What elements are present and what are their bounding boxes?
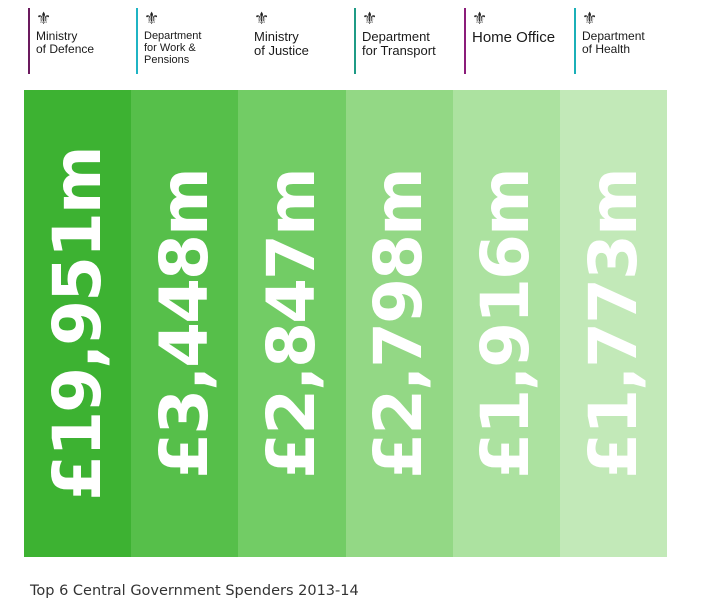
department-name: Department for Transport xyxy=(362,29,436,58)
bar-value-label: £3,448m xyxy=(145,168,223,479)
department-name: Home Office xyxy=(472,29,556,46)
royal-crest-icon: ⚜ xyxy=(362,9,378,29)
royal-crest-icon: ⚜ xyxy=(36,9,52,29)
bar-value-label: £19,951m xyxy=(38,146,116,501)
bar: £1,773m xyxy=(559,90,668,557)
department-logo: ⚜ Department of Health xyxy=(574,8,645,74)
department-logo: ⚜ Home Office xyxy=(464,8,555,74)
bar: £1,916m xyxy=(452,90,561,557)
bar: £19,951m xyxy=(24,90,132,557)
department-name: Ministry of Justice xyxy=(254,29,309,58)
department-name: Department for Work & Pensions xyxy=(144,30,202,66)
bar-value-label: £1,773m xyxy=(574,168,652,479)
department-logo: ⚜ Department for Transport xyxy=(354,8,436,74)
bar: £2,798m xyxy=(345,90,454,557)
department-name: Department of Health xyxy=(582,29,645,56)
royal-crest-icon: ⚜ xyxy=(144,9,160,29)
royal-crest-icon: ⚜ xyxy=(582,9,598,29)
royal-crest-icon: ⚜ xyxy=(254,9,270,29)
spending-chart: £19,951m £3,448m £2,847m £2,798m £1,916m £1,7… xyxy=(24,90,668,557)
royal-crest-icon: ⚜ xyxy=(472,9,488,29)
bar-value-label: £2,798m xyxy=(360,168,438,479)
department-logo: ⚜ Ministry of Defence xyxy=(28,8,94,74)
bar: £2,847m xyxy=(238,90,346,557)
department-logo: ⚜ Ministry of Justice xyxy=(246,8,309,74)
bar-value-label: £2,847m xyxy=(253,168,331,479)
department-logo: ⚜ Department for Work & Pensions xyxy=(136,8,201,74)
bar: £3,448m xyxy=(131,90,239,557)
department-logos: ⚜ Ministry of Defence ⚜ Department for Work… xyxy=(24,8,674,78)
bar-value-label: £1,916m xyxy=(467,168,545,479)
chart-caption: Top 6 Central Government Spenders 2013-1… xyxy=(30,583,359,599)
department-name: Ministry of Defence xyxy=(36,29,95,56)
